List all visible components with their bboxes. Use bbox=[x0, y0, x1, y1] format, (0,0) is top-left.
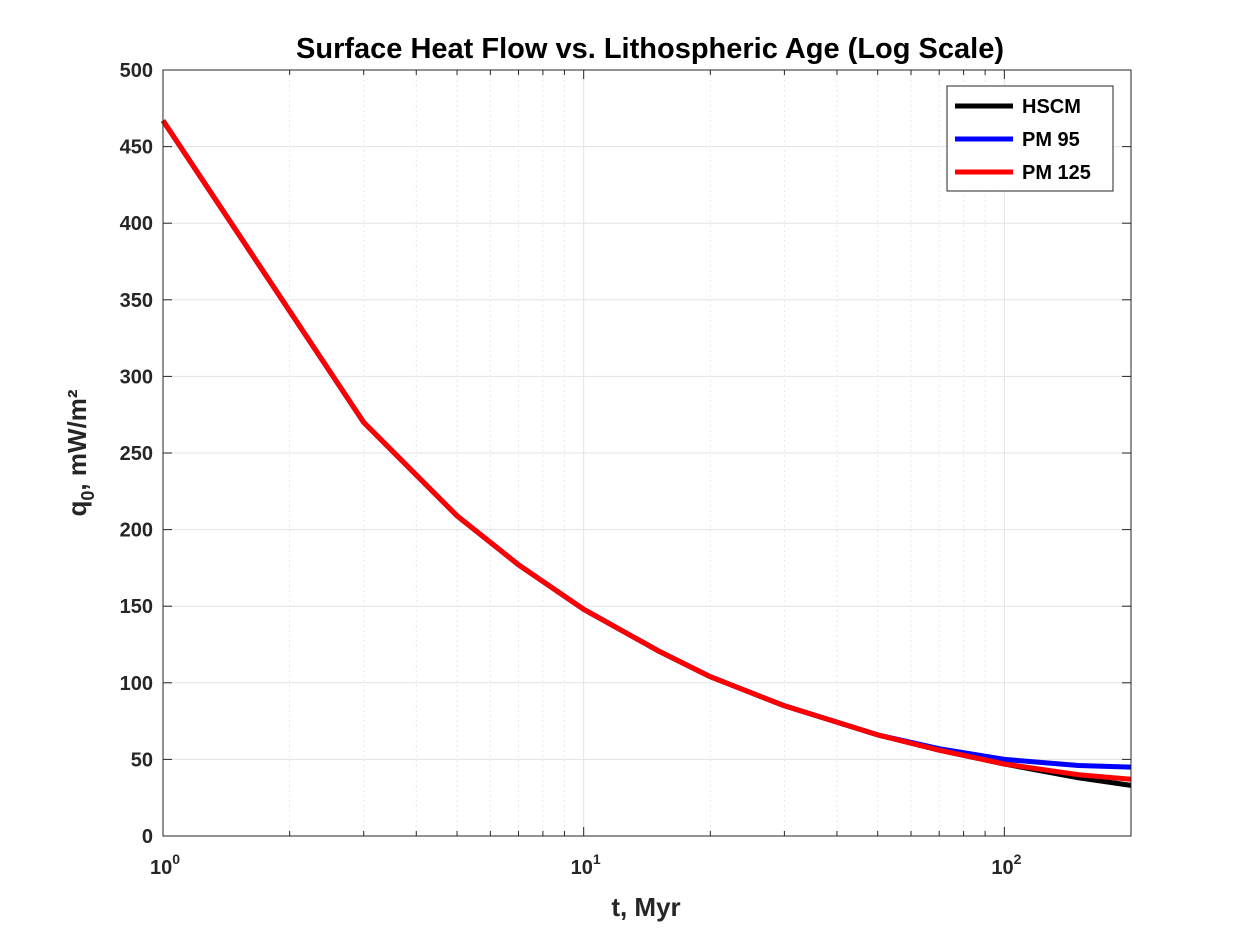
legend: HSCM PM 95 PM 125 bbox=[946, 85, 1114, 192]
y-tick-label: 500 bbox=[120, 60, 153, 82]
axis-ticks: 0 50 100 150 200 250 300 350 400 450 500 100 101 102 bbox=[120, 60, 1132, 879]
y-tick-label: 50 bbox=[131, 749, 153, 771]
series-lines bbox=[160, 119, 1132, 788]
y-tick-label: 150 bbox=[120, 596, 153, 618]
y-axis-label-subscript: 0 bbox=[78, 491, 98, 501]
y-tick-label: 450 bbox=[120, 137, 153, 159]
y-tick-label: 0 bbox=[142, 826, 153, 848]
x-axis-label: t, Myr bbox=[611, 892, 680, 922]
y-axis-label-unit: , mW/m² bbox=[62, 389, 92, 490]
y-tick-label: 100 bbox=[120, 673, 153, 695]
legend-label: HSCM bbox=[1022, 96, 1081, 118]
chart-title: Surface Heat Flow vs. Lithospheric Age (… bbox=[296, 33, 1004, 65]
legend-label: PM 95 bbox=[1022, 129, 1080, 151]
y-tick-label: 250 bbox=[120, 443, 153, 465]
series-line-pm-125 bbox=[160, 119, 1132, 782]
y-tick-label: 400 bbox=[120, 213, 153, 235]
x-tick-label: 102 bbox=[991, 851, 1021, 879]
y-axis-label: q0, mW/m² bbox=[62, 389, 98, 516]
y-tick-label: 200 bbox=[120, 520, 153, 542]
y-axis-label-main: q bbox=[62, 501, 92, 517]
x-tick-label: 101 bbox=[571, 851, 601, 879]
x-tick-label: 100 bbox=[150, 851, 180, 879]
series-line-pm-95 bbox=[160, 119, 1132, 770]
y-tick-label: 300 bbox=[120, 366, 153, 388]
legend-label: PM 125 bbox=[1022, 162, 1091, 184]
y-tick-label: 350 bbox=[120, 290, 153, 312]
